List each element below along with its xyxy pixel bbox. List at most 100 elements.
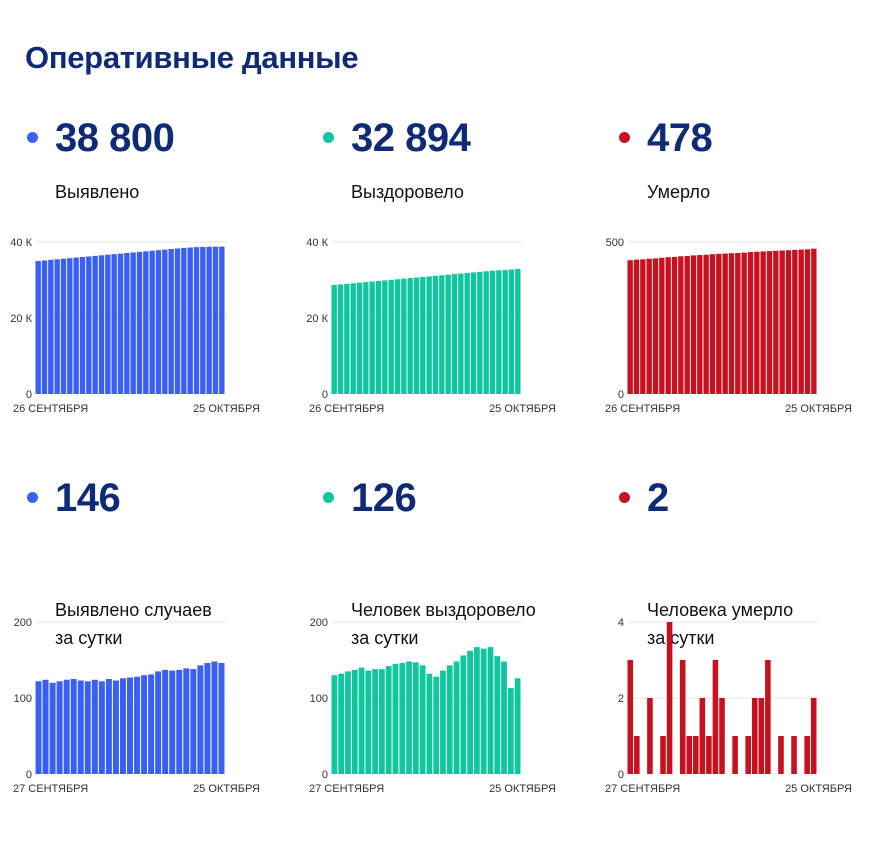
bar: [130, 252, 136, 394]
bar: [48, 259, 54, 394]
bar: [706, 736, 712, 774]
bar: [791, 736, 797, 774]
y-tick-label: 20 К: [10, 313, 32, 325]
y-tick-label: 2: [618, 693, 624, 705]
legend-dot-icon: [619, 492, 630, 503]
bar: [474, 647, 480, 774]
bar: [804, 249, 811, 394]
bar: [773, 250, 779, 394]
bar: [200, 246, 206, 394]
bar: [451, 274, 458, 394]
bar: [634, 736, 640, 774]
bar: [686, 736, 693, 774]
bar: [162, 249, 168, 394]
stat-caption-line: за сутки: [647, 628, 715, 648]
bar: [63, 679, 70, 774]
bar: [168, 249, 174, 394]
bar: [331, 675, 338, 774]
bar: [778, 736, 784, 774]
bar: [501, 661, 507, 774]
bar: [659, 257, 665, 394]
bar: [502, 269, 508, 394]
y-tick-label: 40 К: [306, 237, 328, 249]
bar: [54, 259, 60, 394]
y-tick-label: 200: [310, 617, 328, 629]
bar: [766, 251, 773, 394]
y-tick-label: 4: [618, 617, 624, 629]
bar: [155, 250, 162, 394]
bar: [143, 251, 149, 394]
bar: [712, 660, 719, 774]
stat-caption-line: за сутки: [351, 628, 419, 648]
bar: [42, 679, 49, 774]
x-label-start: 26 СЕНТЯБРЯ: [13, 403, 88, 415]
bar: [758, 698, 765, 774]
y-tick-label: 0: [26, 389, 32, 401]
bar: [804, 736, 810, 774]
bar: [41, 260, 48, 394]
bar: [67, 258, 73, 394]
bar: [35, 261, 41, 394]
bar: [660, 736, 666, 774]
bar: [679, 660, 686, 774]
bar: [73, 257, 79, 394]
stat-caption-line: Человек выздоровело: [351, 600, 536, 620]
stat-value: 2: [647, 476, 669, 520]
bar: [181, 247, 187, 394]
bar: [98, 255, 105, 394]
bar: [134, 676, 141, 774]
bar: [197, 665, 204, 774]
bar: [92, 255, 98, 394]
bar: [779, 250, 785, 394]
bar-chart: 0 100 200 27 СЕНТЯБРЯ 25 ОКТЯБРЯ: [13, 617, 260, 795]
bar: [440, 670, 446, 774]
stat-panel: 478 Умерло 0 500 26 СЕНТЯБРЯ 25 ОКТЯБРЯ: [605, 110, 869, 490]
x-label-start: 26 СЕНТЯБРЯ: [309, 403, 384, 415]
bar: [665, 257, 671, 394]
legend-dot-icon: [27, 492, 38, 503]
bar: [464, 272, 470, 394]
bar-chart: 0 2 4 27 СЕНТЯБРЯ 25 ОКТЯБРЯ: [605, 617, 852, 795]
bar: [117, 253, 124, 394]
x-label-start: 27 СЕНТЯБРЯ: [605, 783, 680, 795]
bar: [149, 250, 155, 394]
bar: [426, 276, 432, 394]
bar: [811, 248, 817, 394]
bar: [507, 688, 514, 774]
stat-caption: Выявлено: [55, 178, 139, 206]
bar: [331, 284, 337, 394]
stat-value: 478: [647, 116, 713, 160]
bar: [212, 246, 219, 394]
bar: [394, 279, 401, 394]
bar: [489, 270, 496, 394]
bar: [460, 655, 467, 774]
bar: [388, 279, 394, 394]
bar: [98, 681, 105, 774]
stat-caption-line: Выявлено случаев: [55, 600, 212, 620]
y-tick-label: 0: [322, 389, 328, 401]
y-tick-label: 20 К: [306, 313, 328, 325]
bar: [112, 680, 119, 774]
bar: [453, 661, 460, 774]
bar: [741, 252, 747, 394]
bar: [508, 269, 515, 394]
bar: [219, 246, 225, 394]
y-tick-label: 100: [310, 693, 328, 705]
bar: [798, 249, 804, 394]
bar: [84, 681, 91, 774]
bar: [496, 270, 502, 394]
stat-caption-line: Выявлено: [55, 182, 140, 202]
x-label-end: 25 ОКТЯБРЯ: [193, 783, 260, 795]
bar: [105, 679, 112, 774]
bar: [810, 698, 817, 774]
bar: [176, 669, 183, 774]
bar-chart: 0 500 26 СЕНТЯБРЯ 25 ОКТЯБРЯ: [605, 237, 852, 415]
bar: [413, 277, 420, 394]
bar: [751, 698, 758, 774]
bar: [446, 665, 453, 774]
bar: [709, 254, 716, 394]
stat-panel: 146 Выявлено случаев за сутки 0 100 200 27 СЕН…: [13, 470, 295, 850]
bar: [392, 663, 399, 774]
bar: [728, 253, 735, 394]
y-tick-label: 0: [26, 769, 32, 781]
